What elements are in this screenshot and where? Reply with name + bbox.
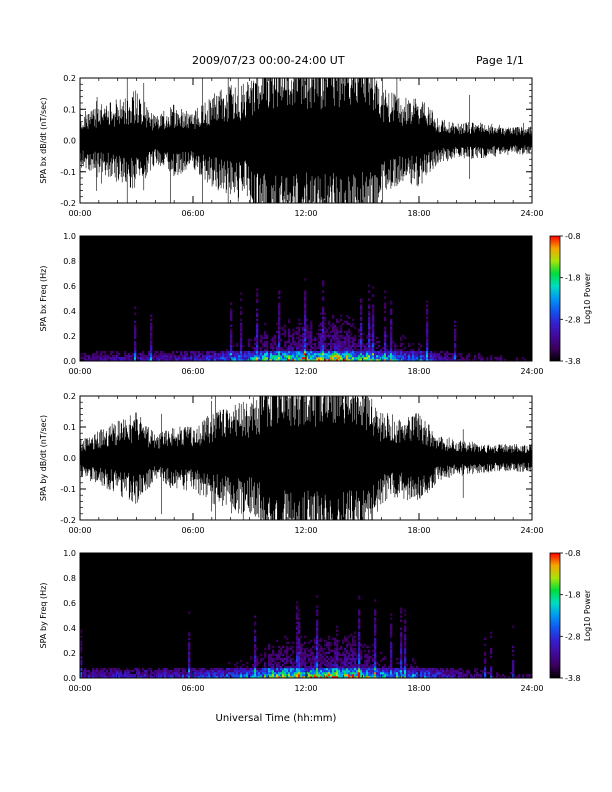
- x-tick-label: 06:00: [181, 209, 204, 218]
- y-tick-label: -0.2: [60, 199, 76, 208]
- colorbar: [549, 552, 561, 679]
- x-tick-label: 12:00: [294, 367, 317, 376]
- colorbar-tick-label: -3.8: [565, 674, 581, 683]
- y-tick-label: 0.2: [63, 332, 76, 341]
- x-tick-label: 18:00: [407, 684, 430, 693]
- y-tick-label: -0.1: [60, 485, 76, 494]
- x-tick-label: 18:00: [407, 367, 430, 376]
- y-tick-label: 0.4: [63, 307, 76, 316]
- x-tick-label: 00:00: [68, 367, 91, 376]
- colorbar-label: Log10 Power: [583, 272, 592, 324]
- dbdt-trace: [79, 78, 532, 203]
- dbdt-trace: [79, 396, 532, 520]
- x-tick-label: 24:00: [520, 526, 543, 535]
- x-tick-label: 00:00: [68, 209, 91, 218]
- colorbar-label: Log10 Power: [583, 589, 592, 641]
- y-tick-label: 1.0: [63, 549, 76, 558]
- y-tick-label: 0.1: [63, 423, 76, 432]
- colorbar-tick-label: -0.8: [565, 549, 581, 558]
- y-tick-label: 1.0: [63, 232, 76, 241]
- plot-frame: [79, 235, 533, 362]
- y-tick-label: 0.0: [63, 357, 76, 366]
- y-axis-label: SPA by Freq (Hz): [39, 583, 48, 649]
- colorbar-tick-label: -1.8: [565, 591, 581, 600]
- spectrogram-cells: [80, 595, 533, 679]
- x-tick-label: 18:00: [407, 209, 430, 218]
- y-tick-label: 0.4: [63, 624, 76, 633]
- y-tick-label: 0.1: [63, 105, 76, 114]
- y-tick-label: 0.8: [63, 257, 76, 266]
- x-tick-label: 06:00: [181, 367, 204, 376]
- colorbar-tick-label: -0.8: [565, 232, 581, 241]
- x-tick-label: 12:00: [294, 684, 317, 693]
- x-tick-label: 06:00: [181, 684, 204, 693]
- y-tick-label: -0.2: [60, 516, 76, 525]
- x-tick-label: 06:00: [181, 526, 204, 535]
- x-tick-label: 24:00: [520, 367, 543, 376]
- y-tick-label: 0.8: [63, 574, 76, 583]
- x-tick-label: 24:00: [520, 684, 543, 693]
- x-tick-label: 00:00: [68, 684, 91, 693]
- y-tick-label: 0.2: [63, 392, 76, 401]
- y-tick-label: 0.6: [63, 282, 76, 291]
- y-tick-label: 0.0: [63, 674, 76, 683]
- x-tick-label: 12:00: [294, 526, 317, 535]
- colorbar-tick-label: -3.8: [565, 357, 581, 366]
- y-axis-label: SPA bx dB/dt (nT/sec): [39, 97, 48, 183]
- colorbar: [549, 235, 561, 362]
- plot-frame: [79, 77, 533, 204]
- colorbar-tick-label: -2.8: [565, 632, 581, 641]
- y-tick-label: 0.0: [63, 137, 76, 146]
- x-tick-label: 18:00: [407, 526, 430, 535]
- x-tick-label: 00:00: [68, 526, 91, 535]
- y-axis-label: SPA bx Freq (Hz): [39, 266, 48, 332]
- y-tick-label: -0.1: [60, 168, 76, 177]
- x-axis-label: Universal Time (hh:mm): [216, 713, 337, 724]
- y-tick-label: 0.0: [63, 454, 76, 463]
- x-tick-label: 12:00: [294, 209, 317, 218]
- y-tick-label: 0.6: [63, 599, 76, 608]
- plot-frame: [79, 552, 533, 679]
- y-tick-label: 0.2: [63, 74, 76, 83]
- colorbar-tick-label: -1.8: [565, 274, 581, 283]
- y-tick-label: 0.2: [63, 649, 76, 658]
- page-indicator: Page 1/1: [476, 54, 524, 67]
- x-tick-label: 24:00: [520, 209, 543, 218]
- plot-frame: [79, 395, 533, 521]
- spectrogram-cells: [80, 278, 527, 362]
- colorbar-tick-label: -2.8: [565, 315, 581, 324]
- plot-title: 2009/07/23 00:00-24:00 UT: [192, 54, 345, 67]
- y-axis-label: SPA by dB/dt (nT/sec): [39, 415, 48, 501]
